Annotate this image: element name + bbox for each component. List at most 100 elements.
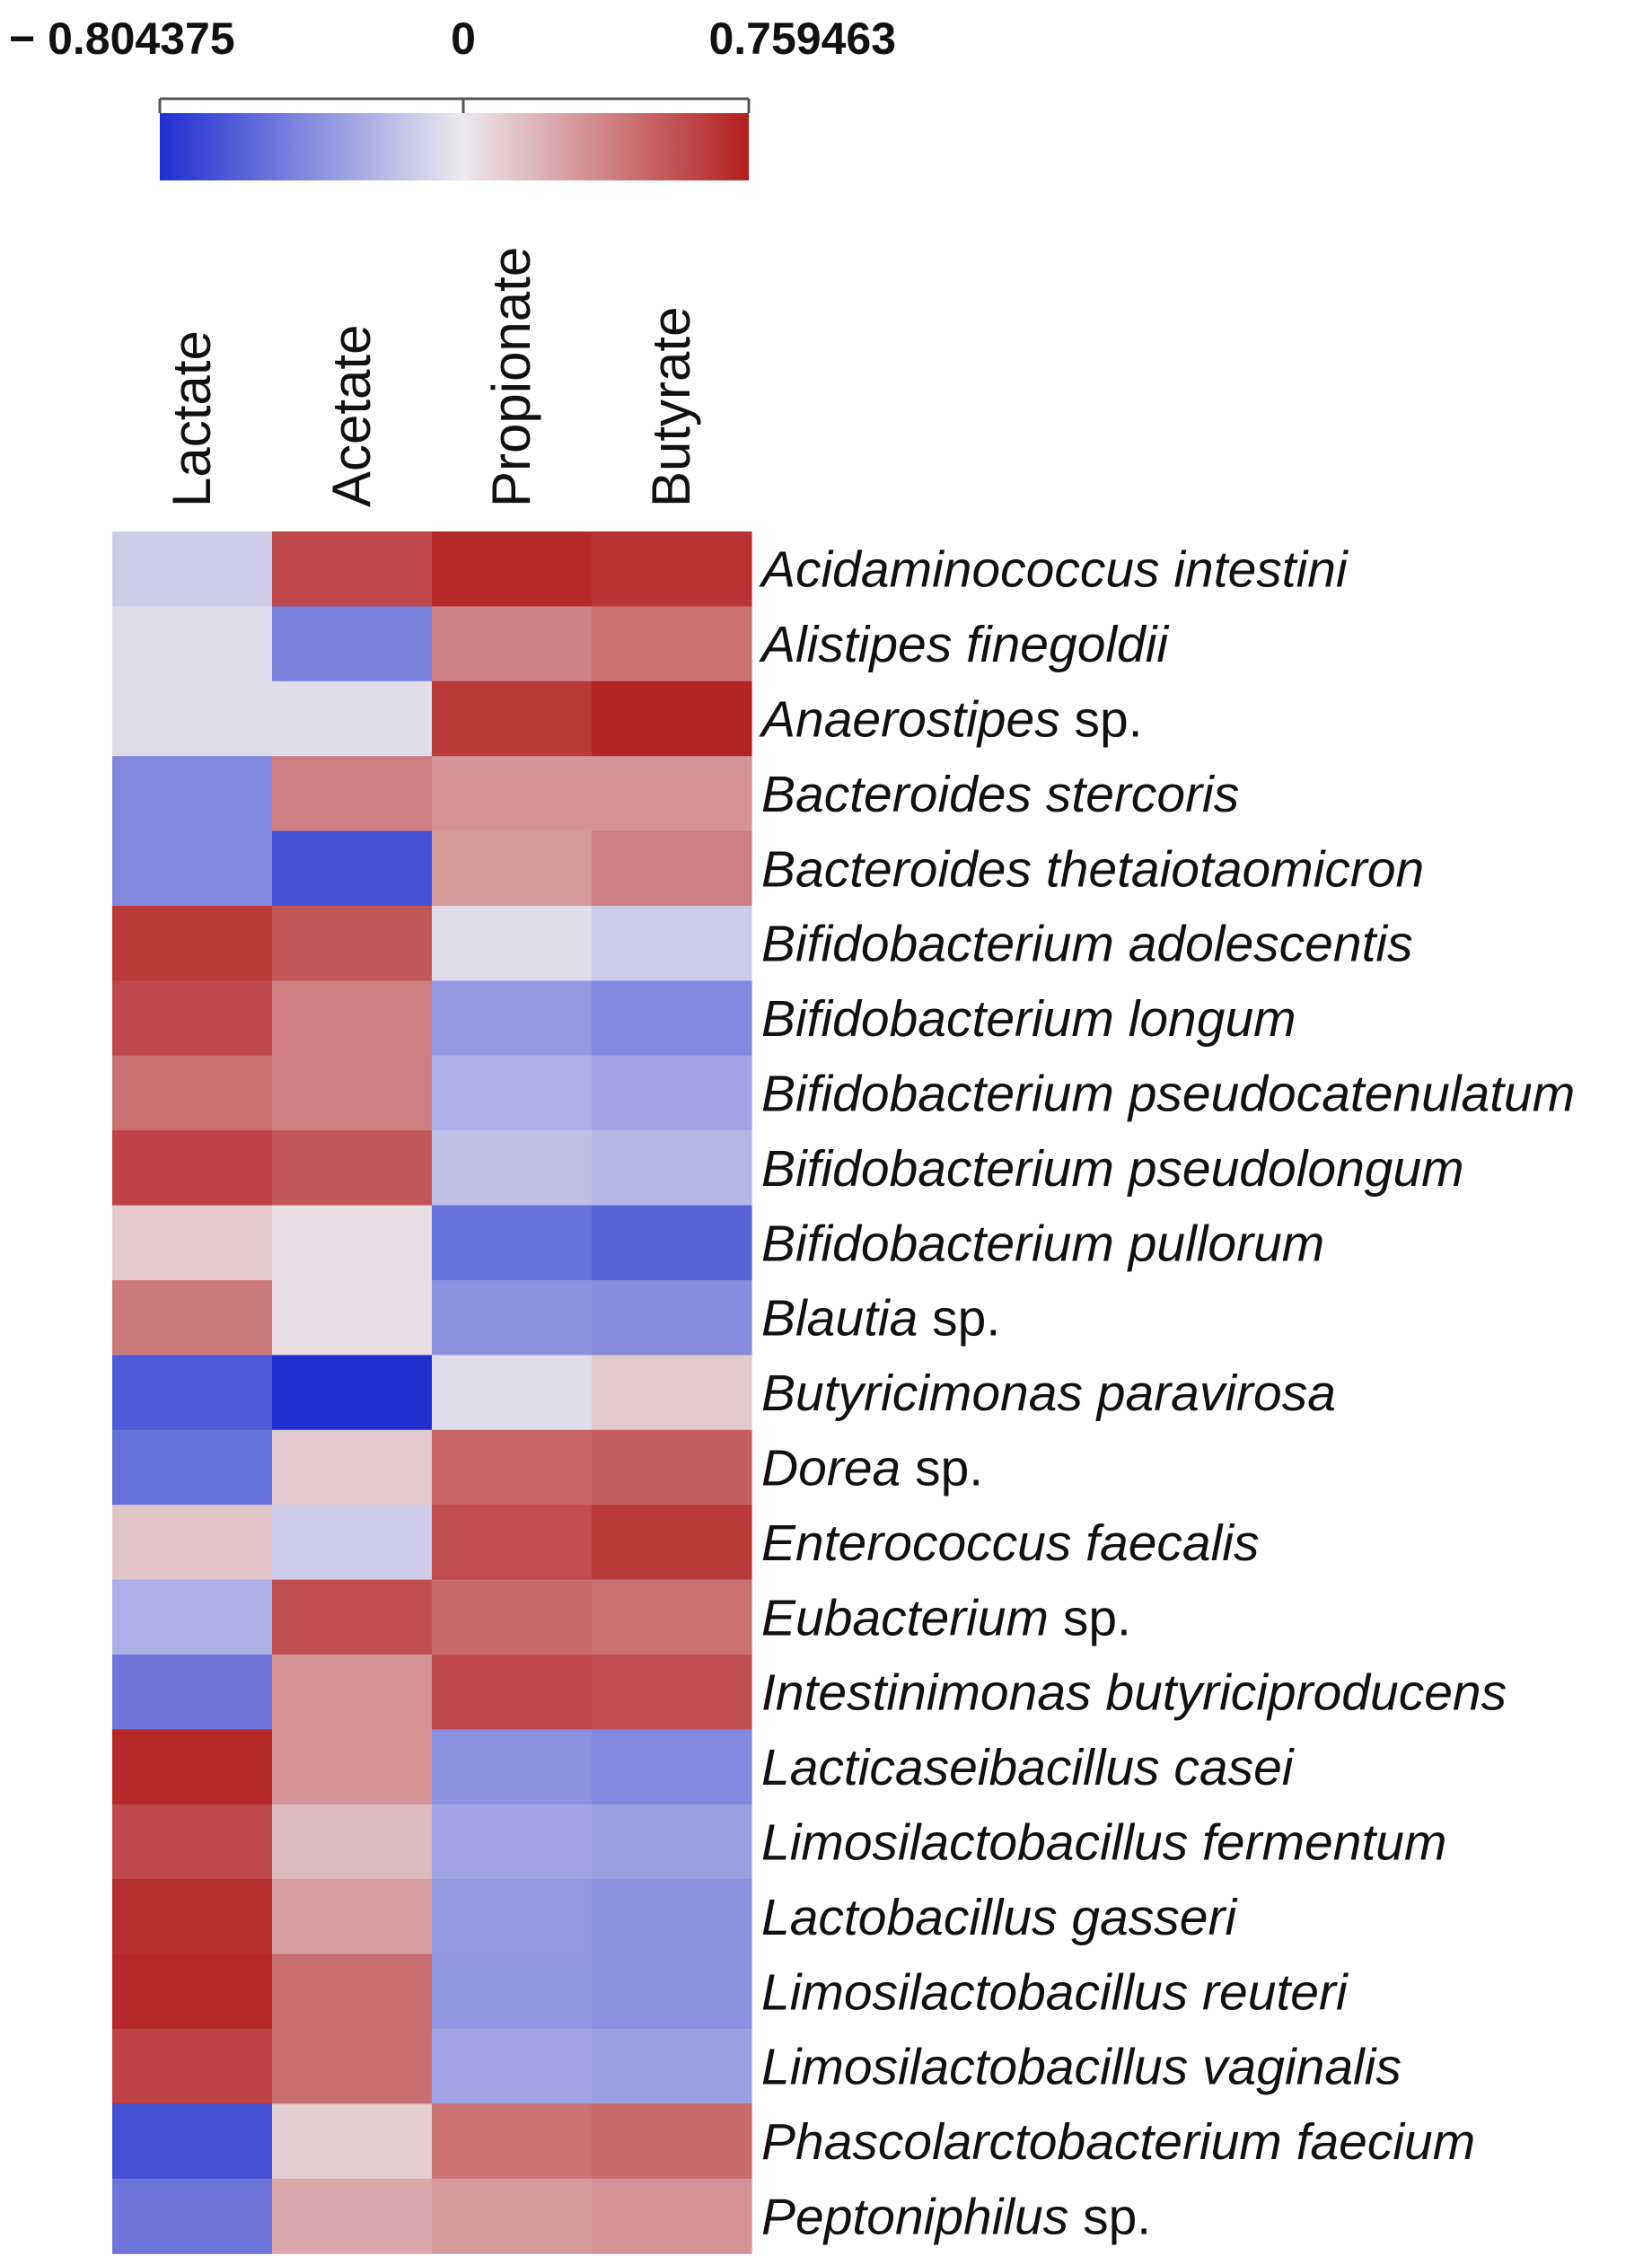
row-label: Intestinimonas butyriciproducens (761, 1664, 1507, 1722)
heatmap-cell (112, 1055, 273, 1131)
heatmap-cell (592, 1429, 752, 1505)
heatmap-cell (432, 1579, 593, 1655)
heatmap-cell (272, 1579, 433, 1655)
heatmap-cell (112, 980, 273, 1057)
colorbar-mid-label: 0 (451, 13, 476, 64)
heatmap-cell (432, 1953, 593, 2030)
heatmap-cell (112, 606, 273, 682)
row-label-epithet: finegoldii (952, 616, 1169, 673)
heatmap-cell (112, 1205, 273, 1281)
row-label-epithet: paravirosa (1083, 1365, 1336, 1422)
row-label-suffix: sp. (1068, 2189, 1151, 2246)
row-label-suffix: sp. (918, 1290, 1000, 1347)
heatmap-cell (592, 906, 752, 981)
row-label-suffix: sp. (1060, 691, 1143, 749)
colorbar-legend: − 0.804375 0 0.759463 (9, 13, 896, 180)
heatmap-cell (112, 1729, 273, 1805)
row-label-genus: Bifidobacterium (761, 1140, 1114, 1198)
heatmap-cell (592, 1055, 752, 1131)
row-label: Lactobacillus gasseri (761, 1889, 1237, 1946)
row-label-genus: Eubacterium (761, 1589, 1049, 1646)
row-labels: Acidaminococcus intestini Alistipes fineg… (759, 541, 1575, 2246)
row-label-epithet: pullorum (1114, 1215, 1324, 1272)
heatmap-cell (272, 1355, 433, 1431)
heatmap-cell (592, 1205, 752, 1281)
heatmap-cell (272, 830, 433, 907)
heatmap-cell (592, 830, 752, 907)
heatmap-cell (112, 1953, 273, 2030)
row-label: Anaerostipes sp. (759, 691, 1143, 749)
row-label: Bifidobacterium pseudocatenulatum (761, 1066, 1575, 1123)
row-label-epithet: stercoris (1032, 766, 1239, 823)
row-label-epithet: reuteri (1188, 1963, 1349, 2021)
row-label: Butyricimonas paravirosa (761, 1365, 1336, 1422)
heatmap-cell (272, 1130, 433, 1207)
row-label-genus: Bifidobacterium (761, 1066, 1114, 1123)
heatmap-cell (112, 531, 273, 607)
heatmap-cell (272, 1729, 433, 1805)
heatmap-cell (272, 1953, 433, 2030)
row-label: Dorea sp. (761, 1440, 983, 1497)
heatmap-cell (432, 2029, 593, 2104)
row-label-epithet: butyriciproducens (1092, 1664, 1507, 1722)
row-label: Bacteroides stercoris (761, 766, 1239, 823)
heatmap-cell (112, 1879, 273, 1955)
row-label-genus: Phascolarctobacterium (761, 2113, 1282, 2171)
heatmap-cell (272, 756, 433, 832)
heatmap-cell (272, 980, 433, 1057)
heatmap-cell (432, 531, 593, 607)
heatmap-cell (272, 1804, 433, 1880)
column-label-propionate: Propionate (481, 247, 541, 507)
row-label-epithet: intestini (1160, 541, 1349, 599)
row-label: Acidaminococcus intestini (759, 541, 1349, 599)
heatmap-cell (432, 906, 593, 981)
heatmap-cell (432, 2178, 593, 2254)
column-label-lactate: Lactate (162, 330, 222, 507)
heatmap-cell (432, 980, 593, 1057)
row-label-genus: Alistipes (759, 616, 952, 673)
heatmap-cell (432, 1655, 593, 1730)
heatmap-cell (432, 1055, 593, 1131)
heatmap-cell (272, 1429, 433, 1505)
row-label: Enterococcus faecalis (761, 1514, 1259, 1572)
heatmap-cell (112, 1655, 273, 1730)
row-label-genus: Limosilactobacillus (761, 1963, 1188, 2021)
heatmap-cell (432, 756, 593, 832)
heatmap-cell (432, 606, 593, 682)
row-label: Lacticaseibacillus casei (761, 1739, 1295, 1796)
heatmap-cell (592, 606, 752, 682)
row-label-suffix: sp. (901, 1440, 983, 1497)
row-label-epithet: gasseri (1058, 1889, 1238, 1946)
heatmap-cell (272, 1205, 433, 1281)
heatmap-cell (272, 2029, 433, 2104)
column-label-butyrate: Butyrate (641, 307, 701, 507)
column-labels: Lactate Acetate Propionate Butyrate (162, 247, 701, 507)
row-label-genus: Bacteroides (761, 840, 1032, 898)
row-label: Bifidobacterium pseudolongum (761, 1140, 1464, 1198)
row-label-genus: Limosilactobacillus (761, 2039, 1188, 2096)
row-label-epithet: thetaiotaomicron (1032, 840, 1424, 898)
heatmap-cell (592, 2103, 752, 2180)
row-label-epithet: fermentum (1188, 1814, 1446, 1872)
heatmap-cell (112, 1804, 273, 1880)
row-label-genus: Bacteroides (761, 766, 1032, 823)
row-label-genus: Lactobacillus (761, 1889, 1058, 1946)
row-label-epithet: faecium (1282, 2113, 1475, 2171)
colorbar-min-label: − 0.804375 (9, 13, 235, 64)
row-label-epithet: pseudocatenulatum (1114, 1066, 1575, 1123)
heatmap-cell (272, 531, 433, 607)
heatmap-cell (432, 1804, 593, 1880)
row-label-epithet: pseudolongum (1114, 1140, 1464, 1198)
heatmap-cell (592, 2029, 752, 2104)
heatmap-cell (112, 2178, 273, 2254)
row-label-genus: Bifidobacterium (761, 916, 1114, 973)
row-label-genus: Peptoniphilus (761, 2189, 1068, 2246)
row-label-epithet: casei (1160, 1739, 1295, 1796)
colorbar-gradient (160, 113, 749, 180)
heatmap-cells (112, 531, 752, 2254)
heatmap-cell (432, 1505, 593, 1581)
heatmap-cell (592, 1579, 752, 1655)
heatmap-cell (592, 1130, 752, 1207)
heatmap-cell (272, 1280, 433, 1356)
